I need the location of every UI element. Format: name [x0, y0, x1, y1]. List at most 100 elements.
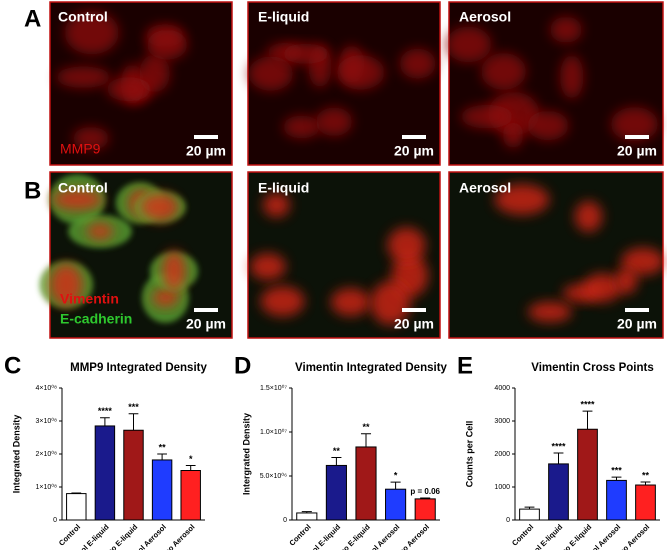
micrograph: 20 µm	[247, 1, 441, 166]
scale-bar-label: 20 µm	[186, 316, 226, 332]
y-axis-label: Intergrated Density	[241, 413, 251, 495]
micrograph: 20 µm	[448, 171, 665, 339]
error-bar	[553, 452, 564, 464]
error-bar	[582, 410, 593, 430]
cell	[621, 247, 665, 275]
bar	[577, 428, 598, 521]
scale-bar	[402, 135, 426, 139]
scale-bar-label: 20 µm	[186, 143, 226, 159]
scale-bar-label: 20 µm	[617, 316, 657, 332]
cell	[87, 223, 113, 240]
micrograph: 20 µm	[247, 171, 441, 339]
chart-title: Vimentin Cross Points	[531, 362, 653, 374]
y-tick-label: 0	[283, 517, 287, 524]
y-tick-label: 3000	[494, 418, 510, 425]
panel-letter: A	[24, 5, 41, 32]
y-tick-label: 1000	[494, 484, 510, 491]
bar	[606, 479, 627, 521]
significance: ****	[98, 406, 113, 416]
cell	[528, 301, 572, 323]
y-tick-label: 2000	[494, 451, 510, 458]
significance: ***	[128, 402, 139, 412]
cell	[50, 263, 83, 306]
cell	[370, 281, 411, 325]
cell	[502, 122, 524, 149]
y-axis-label: Integrated Density	[11, 415, 21, 494]
chart-title: MMP9 Integrated Density	[70, 362, 207, 374]
significance: ****	[551, 441, 566, 451]
y-tick-label: 3×10⁰⁸	[35, 417, 57, 425]
y-tick-label: 2×10⁰⁸	[35, 450, 57, 458]
y-tick-label: 1.0×10⁰⁷	[260, 428, 287, 436]
micrograph: 20 µm	[39, 171, 233, 339]
image-labels: Control E-liquid Aerosol MMP9 Control E-…	[58, 9, 511, 327]
cell	[583, 273, 622, 302]
y-tick-label: 1×10⁰⁸	[35, 483, 57, 491]
bar	[548, 463, 569, 521]
cell	[315, 107, 353, 136]
y-tick-label: 0	[506, 517, 510, 524]
x-tick-label: Control	[287, 522, 312, 547]
scale-bar	[625, 135, 649, 139]
cell	[56, 66, 111, 88]
cell	[460, 104, 514, 129]
scale-bar	[625, 308, 649, 312]
significance: p = 0.06	[410, 487, 440, 496]
significance: *	[189, 454, 193, 464]
y-axis-label: Counts per Cell	[464, 421, 474, 488]
error-bar	[331, 457, 342, 466]
bar	[296, 512, 318, 521]
cell	[72, 127, 109, 150]
bar	[180, 470, 201, 521]
scale-bar-label: 20 µm	[394, 143, 434, 159]
cell	[106, 77, 151, 102]
cell	[282, 43, 330, 64]
bar	[94, 425, 116, 521]
significance: **	[333, 446, 341, 456]
error-bar	[524, 506, 535, 510]
micrograph: 20 µm	[445, 1, 664, 166]
cell	[574, 201, 603, 232]
chart-title: Vimentin Integrated Density	[295, 362, 447, 374]
panel-letter: C	[4, 352, 21, 379]
scale-bar	[402, 308, 426, 312]
image-label: Aerosol	[459, 180, 511, 196]
cell	[64, 11, 119, 55]
cell	[330, 288, 370, 317]
error-bar	[390, 481, 401, 490]
significance: **	[642, 470, 650, 480]
cell	[527, 111, 569, 141]
cell	[337, 55, 385, 90]
cell	[141, 193, 179, 221]
y-tick-label: 4000	[494, 385, 510, 392]
bar	[635, 484, 656, 521]
bar	[355, 446, 377, 521]
y-tick-label: 4×10⁰⁸	[35, 384, 57, 392]
significance: **	[362, 422, 370, 432]
significance: ***	[611, 465, 622, 475]
cell	[260, 286, 305, 317]
cell	[162, 250, 186, 292]
stain-label: Vimentin	[60, 291, 119, 307]
bar	[519, 508, 540, 521]
cell	[263, 192, 290, 218]
micrographs: 20 µm 20 µm 20 µm 20 µm 20 µm 20 µm	[39, 1, 665, 339]
panel-letter: D	[234, 352, 251, 379]
cell	[481, 53, 526, 90]
y-tick-label: 1.5×10⁰⁷	[260, 384, 287, 392]
significance: ****	[580, 399, 595, 409]
error-bar	[185, 465, 196, 471]
cell	[283, 115, 321, 139]
y-tick-label: 0	[53, 517, 57, 524]
error-bar	[100, 417, 110, 426]
error-bar	[611, 476, 622, 481]
cell	[445, 26, 492, 63]
error-bar	[360, 433, 372, 447]
cell	[399, 48, 436, 79]
significance: *	[394, 471, 398, 481]
bar	[325, 464, 347, 521]
x-tick-label: Control	[57, 522, 82, 547]
error-bar	[157, 453, 167, 460]
error-bar	[420, 497, 431, 499]
cell	[560, 54, 584, 99]
